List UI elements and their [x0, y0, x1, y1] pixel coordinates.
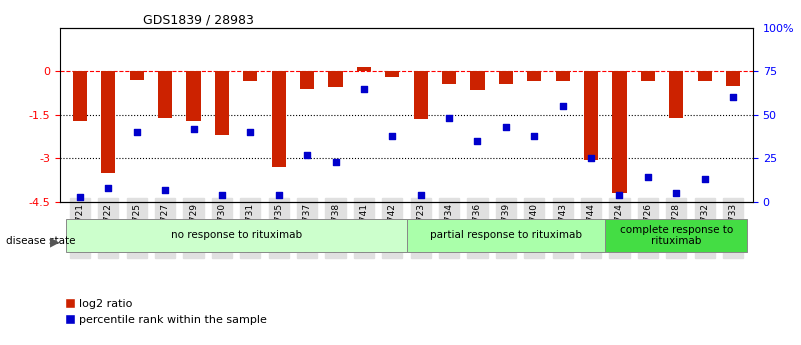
Bar: [385, 71, 400, 77]
Text: GDS1839 / 28983: GDS1839 / 28983: [143, 13, 254, 27]
Bar: [726, 71, 740, 86]
Bar: [158, 71, 172, 118]
Bar: [698, 71, 712, 81]
Point: [215, 192, 228, 198]
Point: [272, 192, 285, 198]
Point: [556, 103, 569, 109]
Bar: [442, 71, 457, 84]
Text: ▶: ▶: [50, 236, 59, 249]
Text: 100%: 100%: [763, 24, 794, 34]
Bar: [328, 71, 343, 87]
Point: [300, 152, 313, 158]
Bar: [356, 67, 371, 71]
Point: [443, 116, 456, 121]
Point: [187, 126, 200, 131]
Text: complete response to
rituximab: complete response to rituximab: [620, 225, 733, 246]
Point: [357, 86, 370, 91]
Point: [528, 133, 541, 138]
Bar: [272, 71, 286, 167]
Point: [500, 124, 513, 130]
Point: [244, 129, 257, 135]
Point: [386, 133, 399, 138]
Bar: [556, 71, 570, 81]
Point: [414, 192, 427, 198]
Bar: [244, 71, 257, 81]
Bar: [470, 71, 485, 90]
FancyBboxPatch shape: [66, 219, 406, 252]
Bar: [130, 71, 144, 80]
Point: [585, 156, 598, 161]
Text: partial response to rituximab: partial response to rituximab: [430, 230, 582, 240]
Point: [74, 194, 87, 199]
Bar: [584, 71, 598, 160]
Bar: [215, 71, 229, 135]
Point: [102, 185, 115, 191]
Bar: [613, 71, 626, 193]
Point: [613, 192, 626, 198]
FancyBboxPatch shape: [606, 219, 747, 252]
FancyBboxPatch shape: [406, 219, 606, 252]
Text: no response to rituximab: no response to rituximab: [171, 230, 302, 240]
Bar: [527, 71, 541, 81]
Point: [329, 159, 342, 165]
Point: [131, 129, 143, 135]
Bar: [641, 71, 655, 81]
Point: [727, 95, 739, 100]
Bar: [101, 71, 115, 173]
Bar: [499, 71, 513, 84]
Bar: [73, 71, 87, 120]
Point: [698, 176, 711, 182]
Text: disease state: disease state: [6, 237, 76, 246]
Bar: [300, 71, 314, 89]
Point: [670, 190, 682, 196]
Point: [471, 138, 484, 144]
Bar: [187, 71, 200, 120]
Point: [642, 175, 654, 180]
Legend: log2 ratio, percentile rank within the sample: log2 ratio, percentile rank within the s…: [66, 299, 267, 325]
Bar: [669, 71, 683, 118]
Point: [159, 187, 171, 193]
Bar: [413, 71, 428, 119]
